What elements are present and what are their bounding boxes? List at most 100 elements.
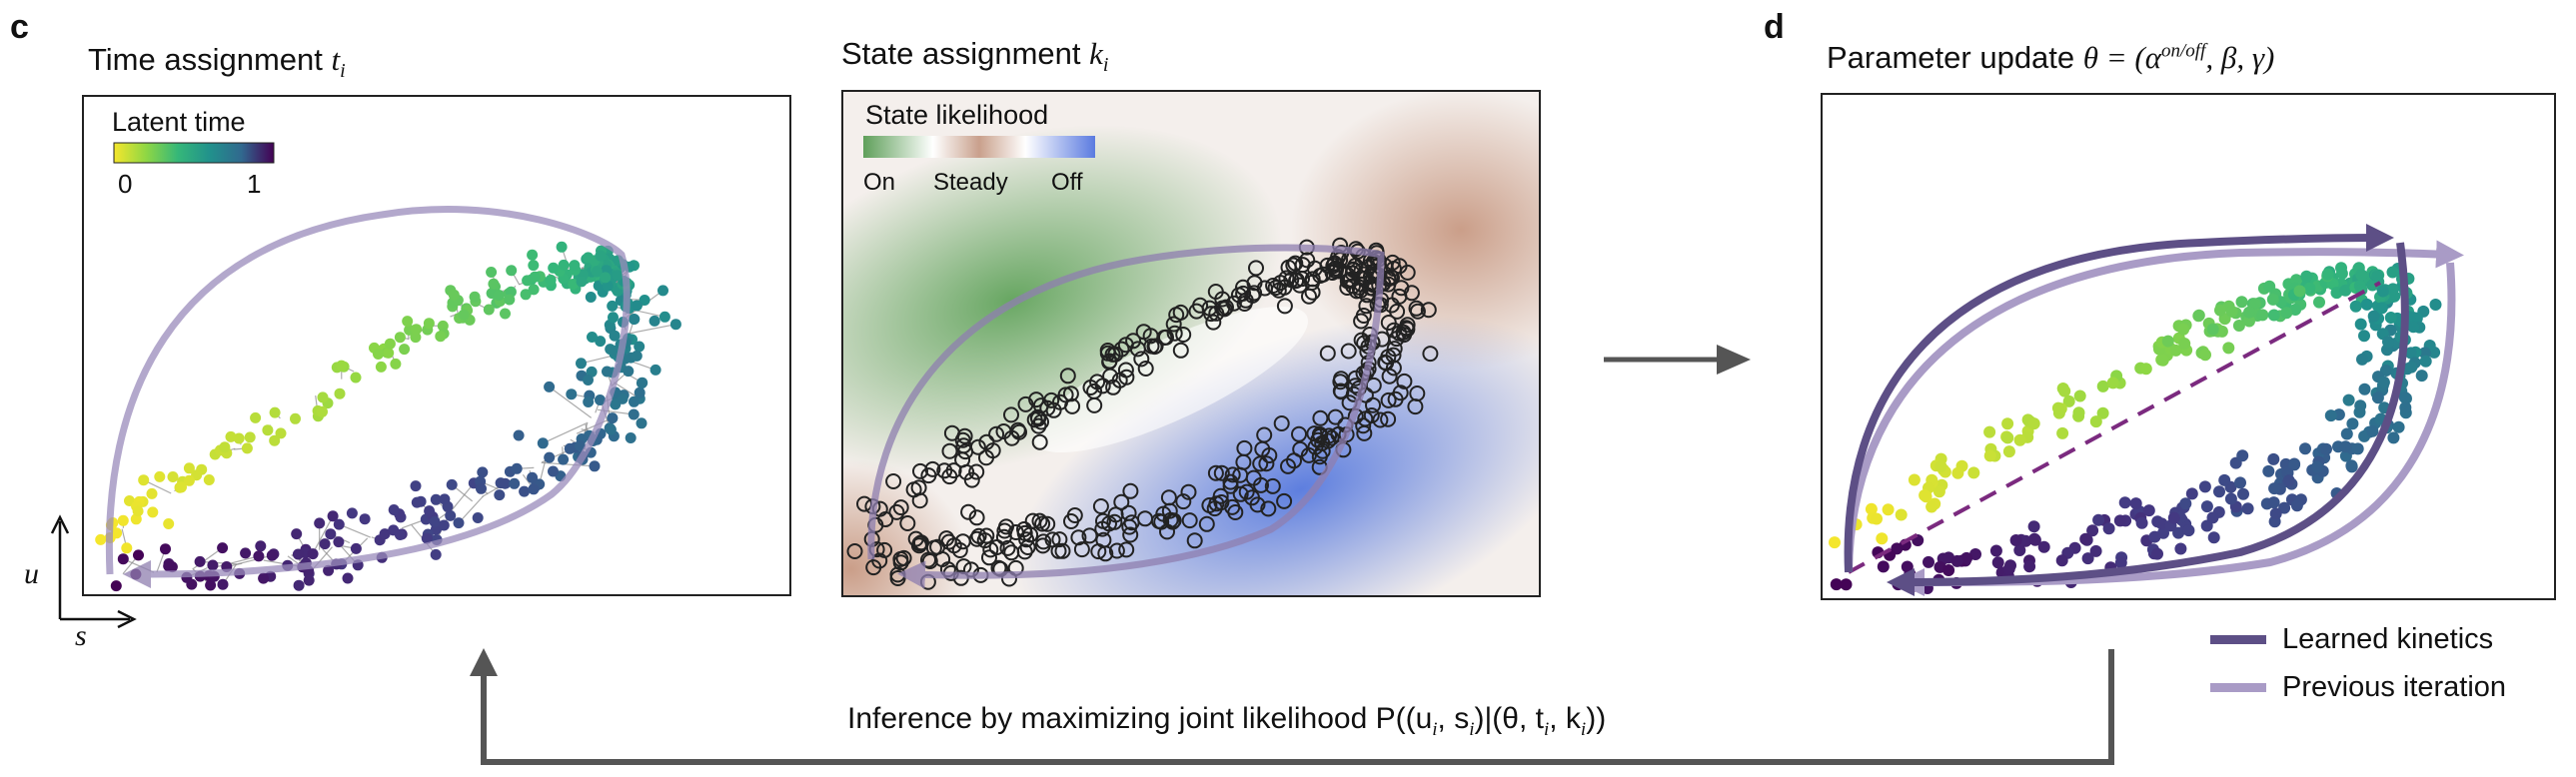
param-point [2321,268,2334,281]
state-point [877,511,894,527]
time-point [319,538,331,550]
param-point [2167,511,2180,524]
param-point [2377,376,2390,388]
param-point [2404,347,2417,360]
state-point [1407,398,1424,415]
time-point [111,527,123,539]
param-point [2235,296,2248,309]
param-point [1908,473,1921,486]
state-point [1283,272,1300,289]
param-point [2222,342,2235,355]
param-point [1960,551,1973,564]
state-point [1205,314,1222,331]
legend-swatch-learned [2210,634,2266,644]
param-point [2178,338,2191,350]
param-point [2367,310,2380,323]
time-point [528,284,540,296]
state-point [1355,417,1372,434]
time-point [290,412,301,424]
state-point [1248,260,1264,277]
time-point [373,349,384,360]
parameter-update-plot [1821,93,2556,600]
time-assignment-plot: Latent time 0 1 [82,95,791,596]
param-point [2218,473,2231,486]
param-point [2135,516,2148,529]
state-point [1213,464,1230,481]
time-point [528,483,540,495]
time-point [602,366,613,378]
state-point [1016,543,1033,560]
state-point [888,503,905,520]
param-title-text: Parameter update [1827,40,2075,75]
param-point [2072,406,2085,419]
param-point [2354,318,2367,331]
param-point [1934,460,1947,472]
time-point [240,547,252,559]
state-point [1156,330,1173,346]
state-point [941,468,958,485]
state-point [1090,543,1107,560]
param-point [1919,489,1932,501]
time-point [390,358,402,370]
time-point [303,574,315,586]
state-point [1291,277,1308,294]
time-point [569,260,581,272]
learned-kinetics-up-curve [1844,224,2394,573]
param-point [1840,578,1853,591]
state-point [995,423,1012,439]
param-point [2148,530,2161,543]
legend-label-learned: Learned kinetics [2282,622,2494,655]
legend-label-previous: Previous iteration [2282,670,2507,703]
state-point [1133,351,1150,368]
time-point [566,388,578,400]
param-point [2214,304,2226,317]
state-point [1016,521,1032,537]
time-point [506,265,518,277]
state-point [1365,396,1381,413]
param-point [2266,293,2279,306]
time-point [537,437,549,449]
param-point [2096,380,2109,392]
param-point [1932,485,1945,498]
state-point [1311,448,1328,465]
time-point [617,392,629,404]
time-point [402,316,414,328]
state-point [1270,282,1287,299]
param-point [2371,270,2384,283]
time-point [421,532,433,544]
state-point [1224,466,1241,483]
state-point [1106,513,1123,530]
param-title-eq-prefix: θ = (α [2082,40,2162,75]
time-point [576,276,588,288]
param-point [2177,323,2190,336]
time-point [147,506,159,518]
param-point [1983,425,1996,438]
param-point [2282,474,2295,487]
time-point [657,285,668,297]
param-point [2384,312,2397,324]
state-title-text: State assignment [841,36,1081,71]
time-point [648,315,660,327]
param-point [1950,554,1963,567]
time-point [217,578,229,590]
param-point [2399,401,2412,414]
time-point [595,394,606,405]
param-point [2002,445,2015,458]
time-point [628,408,640,420]
state-point [1081,527,1098,544]
time-point [342,572,354,584]
param-point [2086,524,2099,537]
state-point [1175,327,1192,343]
time-point [631,300,643,312]
time-point [183,462,195,474]
param-point [1991,556,2004,569]
time-point [217,542,229,554]
param-point [2118,496,2131,509]
param-point [2324,409,2337,422]
time-point [493,290,505,301]
time-point [117,514,129,526]
state-point [1186,532,1203,549]
time-point [291,528,303,540]
inference-text-4: , k [1549,702,1581,735]
state-point [1107,506,1124,523]
